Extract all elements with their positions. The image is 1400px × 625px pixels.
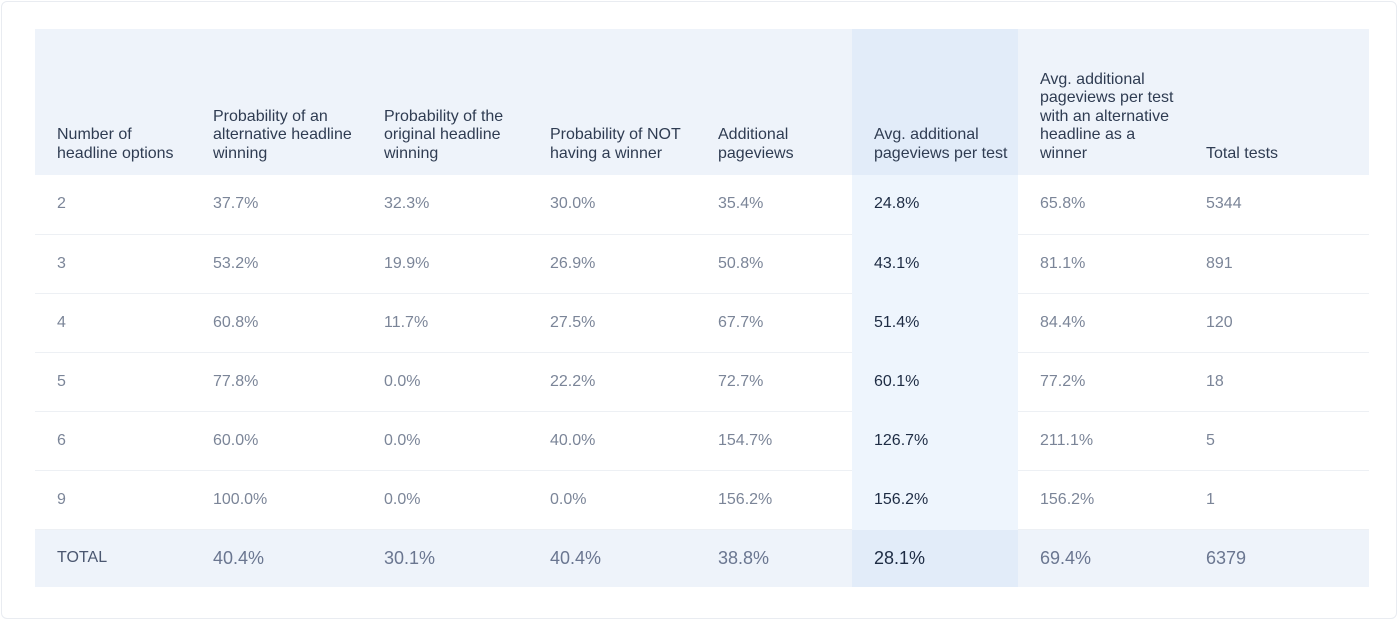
cell-avg-pageviews-alt-winner: 156.2%	[1018, 470, 1184, 530]
total-alt-winning: 40.4%	[191, 529, 362, 587]
header-probability-alternative-winning: Probability of an alternative headline w…	[191, 29, 362, 175]
cell-additional-pageviews: 72.7%	[696, 352, 852, 412]
cell-additional-pageviews: 156.2%	[696, 470, 852, 530]
cell-original-winning: 11.7%	[362, 293, 528, 353]
header-avg-additional-pageviews-per-test: Avg. additional pageviews per test	[852, 29, 1018, 175]
cell-alt-winning: 77.8%	[191, 352, 362, 412]
cell-alt-winning: 60.0%	[191, 411, 362, 471]
headline-test-results-table: Number of headline options Probability o…	[35, 29, 1369, 587]
cell-no-winner: 26.9%	[528, 234, 696, 294]
cell-original-winning: 32.3%	[362, 175, 528, 235]
header-number-of-headline-options: Number of headline options	[35, 29, 191, 175]
total-row: TOTAL 40.4% 30.1% 40.4% 38.8% 28.1% 69.4…	[35, 529, 1369, 587]
cell-no-winner: 0.0%	[528, 470, 696, 530]
table-row: 6 60.0% 0.0% 40.0% 154.7% 126.7% 211.1% …	[35, 411, 1369, 471]
table-row: 2 37.7% 32.3% 30.0% 35.4% 24.8% 65.8% 53…	[35, 175, 1369, 235]
cell-alt-winning: 53.2%	[191, 234, 362, 294]
total-original-winning: 30.1%	[362, 529, 528, 587]
header-avg-additional-pageviews-alt-winner: Avg. additional pageviews per test with …	[1018, 29, 1184, 175]
table-row: 5 77.8% 0.0% 22.2% 72.7% 60.1% 77.2% 18	[35, 352, 1369, 412]
cell-no-winner: 40.0%	[528, 411, 696, 471]
cell-total-tests: 5	[1184, 411, 1369, 471]
total-label: TOTAL	[35, 529, 191, 587]
cell-no-winner: 30.0%	[528, 175, 696, 235]
cell-total-tests: 18	[1184, 352, 1369, 412]
table-row: 4 60.8% 11.7% 27.5% 67.7% 51.4% 84.4% 12…	[35, 293, 1369, 353]
header-total-tests: Total tests	[1184, 29, 1369, 175]
cell-additional-pageviews: 154.7%	[696, 411, 852, 471]
cell-avg-pageviews-per-test: 156.2%	[852, 470, 1018, 530]
cell-options: 4	[35, 293, 191, 353]
cell-total-tests: 1	[1184, 470, 1369, 530]
cell-options: 3	[35, 234, 191, 294]
header-probability-original-winning: Probability of the original headline win…	[362, 29, 528, 175]
total-no-winner: 40.4%	[528, 529, 696, 587]
cell-avg-pageviews-alt-winner: 81.1%	[1018, 234, 1184, 294]
cell-additional-pageviews: 67.7%	[696, 293, 852, 353]
cell-avg-pageviews-alt-winner: 84.4%	[1018, 293, 1184, 353]
cell-avg-pageviews-per-test: 43.1%	[852, 234, 1018, 294]
table-row: 3 53.2% 19.9% 26.9% 50.8% 43.1% 81.1% 89…	[35, 234, 1369, 294]
cell-original-winning: 0.0%	[362, 352, 528, 412]
cell-avg-pageviews-per-test: 60.1%	[852, 352, 1018, 412]
cell-avg-pageviews-alt-winner: 77.2%	[1018, 352, 1184, 412]
cell-avg-pageviews-per-test: 126.7%	[852, 411, 1018, 471]
total-tests: 6379	[1184, 529, 1369, 587]
cell-no-winner: 22.2%	[528, 352, 696, 412]
cell-total-tests: 120	[1184, 293, 1369, 353]
cell-options: 6	[35, 411, 191, 471]
cell-options: 2	[35, 175, 191, 235]
cell-additional-pageviews: 50.8%	[696, 234, 852, 294]
cell-avg-pageviews-alt-winner: 211.1%	[1018, 411, 1184, 471]
cell-alt-winning: 37.7%	[191, 175, 362, 235]
cell-options: 5	[35, 352, 191, 412]
table-row: 9 100.0% 0.0% 0.0% 156.2% 156.2% 156.2% …	[35, 470, 1369, 530]
cell-avg-pageviews-alt-winner: 65.8%	[1018, 175, 1184, 235]
total-avg-pageviews-alt-winner: 69.4%	[1018, 529, 1184, 587]
header-additional-pageviews: Additional pageviews	[696, 29, 852, 175]
cell-no-winner: 27.5%	[528, 293, 696, 353]
cell-original-winning: 19.9%	[362, 234, 528, 294]
table-header-row: Number of headline options Probability o…	[35, 29, 1369, 175]
cell-additional-pageviews: 35.4%	[696, 175, 852, 235]
cell-alt-winning: 60.8%	[191, 293, 362, 353]
header-probability-no-winner: Probability of NOT having a winner	[528, 29, 696, 175]
cell-original-winning: 0.0%	[362, 470, 528, 530]
cell-options: 9	[35, 470, 191, 530]
total-additional-pageviews: 38.8%	[696, 529, 852, 587]
cell-total-tests: 891	[1184, 234, 1369, 294]
total-avg-pageviews-per-test: 28.1%	[852, 529, 1018, 587]
cell-original-winning: 0.0%	[362, 411, 528, 471]
cell-avg-pageviews-per-test: 24.8%	[852, 175, 1018, 235]
cell-alt-winning: 100.0%	[191, 470, 362, 530]
cell-total-tests: 5344	[1184, 175, 1369, 235]
cell-avg-pageviews-per-test: 51.4%	[852, 293, 1018, 353]
